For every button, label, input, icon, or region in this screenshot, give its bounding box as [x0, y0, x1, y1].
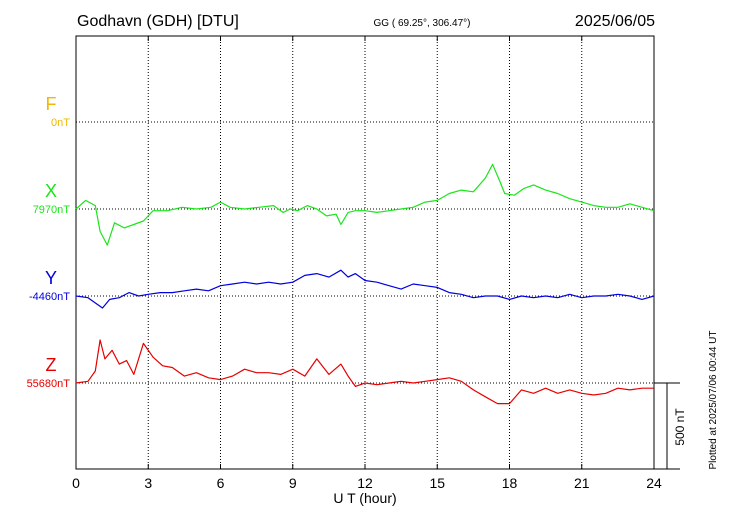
series-line-z	[75, 339, 654, 405]
plotted-note: Plotted at 2025/07/06 00:44 UT	[708, 331, 719, 470]
x-tick-label: 15	[429, 475, 445, 491]
component-labels: F 0nT X 7970nT Y -4460nT Z 55680nT	[27, 94, 71, 390]
component-name-f: F	[46, 94, 57, 114]
x-tick-label: 12	[357, 475, 373, 491]
component-name-z: Z	[46, 355, 57, 375]
component-baseline-x: 7970nT	[33, 204, 71, 216]
component-name-x: X	[45, 181, 57, 201]
x-tick-labels: 0 3 6 9 12 15 18 21 24	[72, 36, 662, 491]
date-label: 2025/06/05	[575, 13, 655, 30]
component-baseline-f: 0nT	[51, 117, 70, 129]
component-baseline-z: 55680nT	[27, 378, 71, 390]
component-name-y: Y	[45, 268, 57, 288]
scale-bar-label: 500 nT	[673, 408, 687, 446]
x-tick-label: 21	[574, 475, 590, 491]
station-title: Godhavn (GDH) [DTU]	[77, 13, 239, 30]
series-group	[75, 163, 655, 405]
x-tick-label: 24	[646, 475, 662, 491]
x-axis-label: U T (hour)	[333, 490, 396, 506]
x-tick-label: 6	[217, 475, 225, 491]
series-line-x	[75, 163, 655, 246]
series-line-y	[75, 269, 655, 309]
component-baseline-y: -4460nT	[29, 291, 70, 303]
x-tick-label: 0	[72, 475, 80, 491]
station-coords: GG ( 69.25°, 306.47°)	[374, 18, 471, 29]
x-tick-label: 18	[502, 475, 518, 491]
scale-bar: 500 nT	[654, 382, 687, 470]
grid	[76, 36, 654, 469]
x-tick-label: 3	[144, 475, 152, 491]
x-tick-label: 9	[289, 475, 297, 491]
